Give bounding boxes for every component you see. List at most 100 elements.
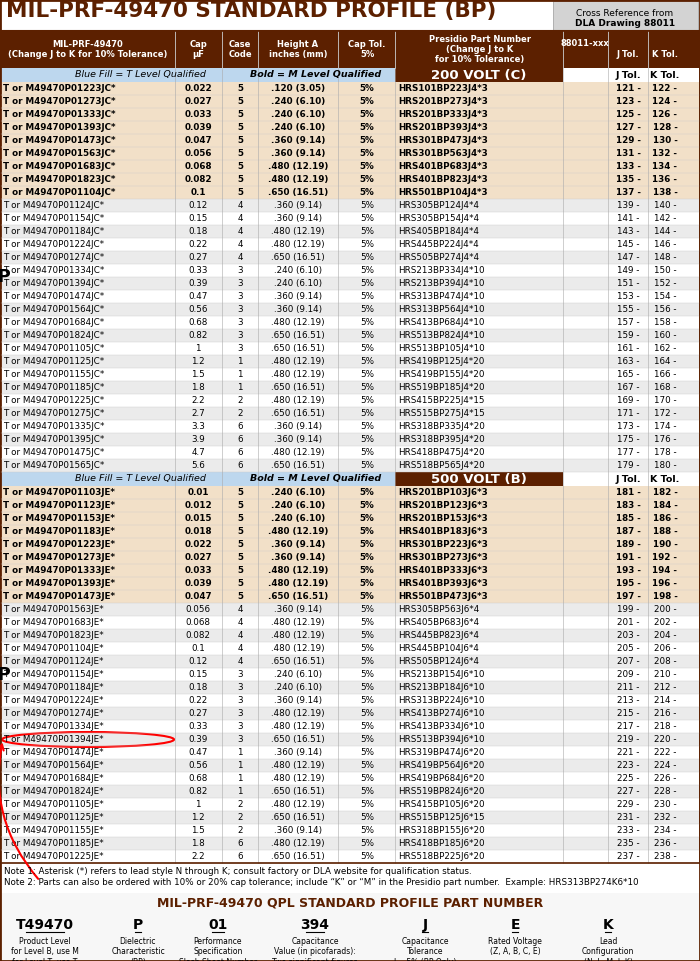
Text: 142 -: 142 - [654,214,676,223]
Text: 215 -: 215 - [617,709,639,718]
Text: 176 -: 176 - [654,435,676,444]
Text: T or M49470P01184JE*: T or M49470P01184JE* [3,683,104,692]
Text: 124 -: 124 - [652,97,678,106]
FancyBboxPatch shape [0,186,700,199]
FancyBboxPatch shape [0,551,700,564]
Text: 0.12: 0.12 [188,657,208,666]
Text: 2: 2 [237,409,243,418]
Text: 141 -: 141 - [617,214,639,223]
Text: 3: 3 [237,279,243,288]
Text: 199 -: 199 - [617,605,639,614]
Text: 5: 5 [237,97,243,106]
Text: 5: 5 [237,110,243,119]
Text: 2.2: 2.2 [191,852,205,861]
Text: .480 (12.19): .480 (12.19) [271,370,325,379]
Text: .360 (9.14): .360 (9.14) [274,305,322,314]
Text: 1: 1 [237,748,243,757]
Text: 0.68: 0.68 [188,774,208,783]
FancyBboxPatch shape [0,499,700,512]
Text: HRS518BP565J4*20: HRS518BP565J4*20 [398,461,484,470]
FancyBboxPatch shape [0,811,700,824]
Text: 1.8: 1.8 [191,839,205,848]
Text: 1: 1 [237,774,243,783]
Text: 148 -: 148 - [654,253,676,262]
Text: 5%: 5% [360,240,374,249]
Text: 1: 1 [237,383,243,392]
Text: 5%: 5% [360,383,374,392]
Text: 0.018: 0.018 [184,527,211,536]
Text: T or M49470P01155JE*: T or M49470P01155JE* [3,826,104,835]
Text: 5%: 5% [360,149,374,158]
Text: .480 (12.19): .480 (12.19) [271,761,325,770]
Text: T or M49470P01153JE*: T or M49470P01153JE* [3,514,115,523]
Text: 138 -: 138 - [652,188,678,197]
Text: 1.8: 1.8 [191,383,205,392]
FancyBboxPatch shape [0,212,700,225]
Text: HRS413BP334J6*10: HRS413BP334J6*10 [398,722,484,731]
Text: 0.047: 0.047 [184,136,212,145]
Text: 178 -: 178 - [654,448,676,457]
Text: 0.082: 0.082 [186,631,211,640]
Text: 210 -: 210 - [654,670,676,679]
Text: HRS419BP155J4*20: HRS419BP155J4*20 [398,370,484,379]
Text: T or M49470P01564JC*: T or M49470P01564JC* [3,305,104,314]
Text: 6: 6 [237,448,243,457]
Text: 222 -: 222 - [654,748,676,757]
Text: HRS415BP225J4*15: HRS415BP225J4*15 [398,396,484,405]
Text: 146 -: 146 - [654,240,676,249]
FancyBboxPatch shape [0,31,700,68]
Text: 1.5: 1.5 [191,826,205,835]
Text: 0.47: 0.47 [188,292,208,301]
Text: 5%: 5% [360,683,374,692]
Text: HRS313BP474J4*10: HRS313BP474J4*10 [398,292,484,301]
Text: 164 -: 164 - [654,357,676,366]
Text: 5%: 5% [360,253,374,262]
Text: 194 -: 194 - [652,566,678,575]
Text: T or M49470P01335JC*: T or M49470P01335JC* [3,422,104,431]
Text: HRS505BP124J6*4: HRS505BP124J6*4 [398,657,479,666]
Text: T or M49470P01475JC*: T or M49470P01475JC* [3,448,104,457]
Text: 3: 3 [237,344,243,353]
Text: T or M49470P01105JE*: T or M49470P01105JE* [3,800,104,809]
Text: HRS419BP564J6*20: HRS419BP564J6*20 [398,761,484,770]
Text: .650 (16.51): .650 (16.51) [271,344,325,353]
Text: .360 (9.14): .360 (9.14) [274,422,322,431]
Text: 187 -: 187 - [615,527,640,536]
Text: 183 -: 183 - [615,501,640,510]
Text: HRS413BP274J6*10: HRS413BP274J6*10 [398,709,484,718]
Text: T or M49470P01184JC*: T or M49470P01184JC* [3,227,104,236]
Text: 214 -: 214 - [654,696,676,705]
Text: T or M49470P01823JC*: T or M49470P01823JC* [3,175,116,184]
Text: Note 2: Parts can also be ordered with 10% or 20% cap tolerance; include “K” or : Note 2: Parts can also be ordered with 1… [4,878,638,887]
Text: T or M49470P01273JE*: T or M49470P01273JE* [3,553,115,562]
Text: 190 -: 190 - [652,540,678,549]
Text: Cap
μF: Cap μF [189,39,207,60]
Text: J Tol.: J Tol. [617,50,639,59]
Text: K Tol.: K Tol. [650,475,680,483]
Text: HRS513BP394J6*10: HRS513BP394J6*10 [398,735,484,744]
Text: 162 -: 162 - [654,344,676,353]
Text: HRS415BP105J6*20: HRS415BP105J6*20 [398,800,484,809]
Text: 159 -: 159 - [617,331,639,340]
Text: 6: 6 [237,852,243,861]
Text: 4: 4 [237,227,243,236]
Text: HRS445BP224J4*4: HRS445BP224J4*4 [398,240,479,249]
Text: T or M49470P01223JE*: T or M49470P01223JE* [3,540,115,549]
Text: 1.5: 1.5 [191,370,205,379]
Text: MIL-PRF-49470 QPL STANDARD PROFILE PART NUMBER: MIL-PRF-49470 QPL STANDARD PROFILE PART … [157,897,543,909]
Text: 202 -: 202 - [654,618,676,627]
Text: 0.82: 0.82 [188,331,208,340]
Text: T or M49470P01185JC*: T or M49470P01185JC* [3,383,104,392]
Text: HRS213BP184J6*10: HRS213BP184J6*10 [398,683,484,692]
Text: HRS318BP335J4*20: HRS318BP335J4*20 [398,422,485,431]
Text: .240 (6.10): .240 (6.10) [271,488,325,497]
Text: 184 -: 184 - [652,501,678,510]
Text: 149 -: 149 - [617,266,639,275]
Text: 1.2: 1.2 [191,813,205,822]
Text: .480 (12.19): .480 (12.19) [268,579,328,588]
FancyBboxPatch shape [553,1,698,30]
Text: 205 -: 205 - [617,644,639,653]
Text: HRS401BP683J4*3: HRS401BP683J4*3 [398,162,488,171]
Text: HRS501BP473J6*3: HRS501BP473J6*3 [398,592,488,601]
Text: HRS401BP183J6*3: HRS401BP183J6*3 [398,527,488,536]
